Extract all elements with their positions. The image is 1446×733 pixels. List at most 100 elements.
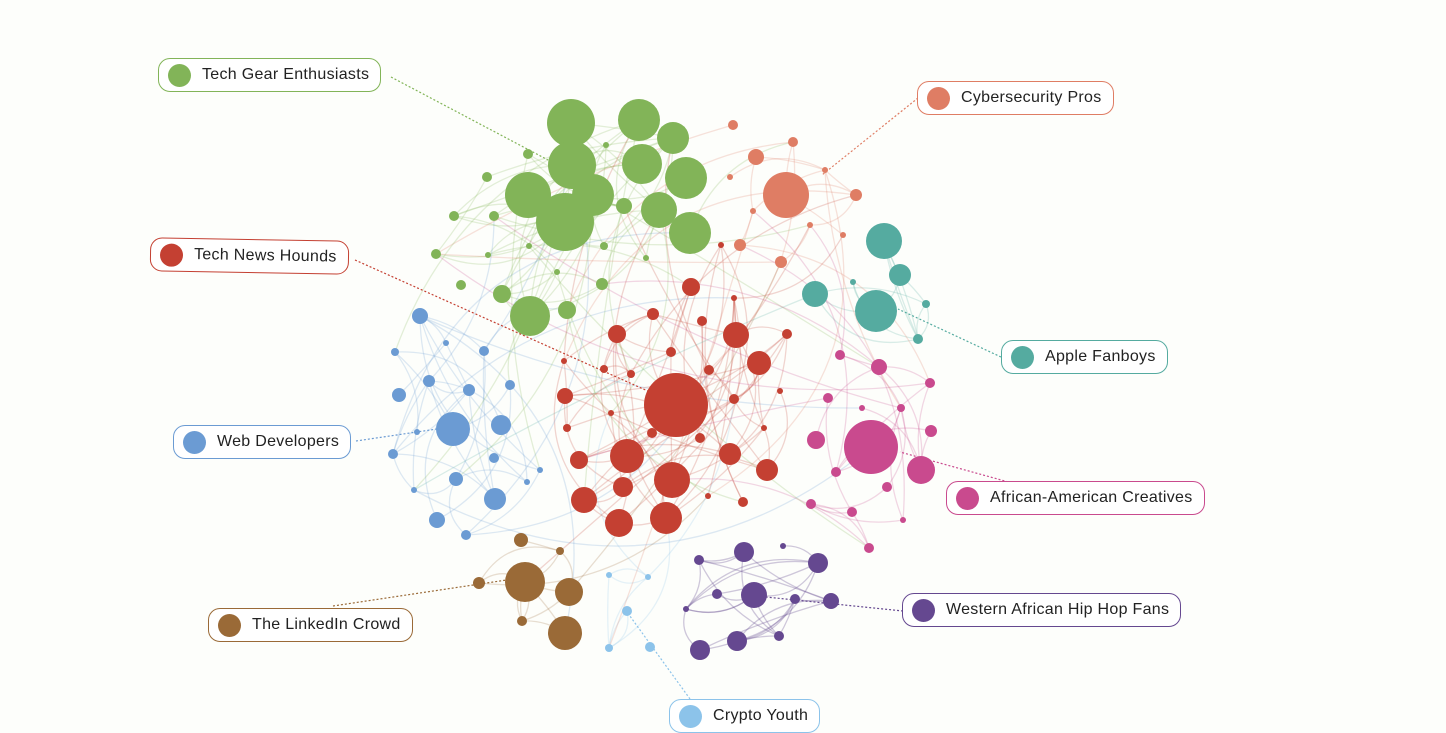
node-red[interactable] (644, 373, 708, 437)
node-salmon[interactable] (728, 120, 738, 130)
node-blue[interactable] (537, 467, 543, 473)
node-purple[interactable] (727, 631, 747, 651)
community-label-apple-fanboys[interactable]: Apple Fanboys (1001, 340, 1168, 374)
node-salmon[interactable] (750, 208, 756, 214)
node-red[interactable] (613, 477, 633, 497)
node-lightblue[interactable] (606, 572, 612, 578)
node-teal[interactable] (913, 334, 923, 344)
node-blue[interactable] (392, 388, 406, 402)
node-red[interactable] (782, 329, 792, 339)
node-salmon[interactable] (850, 189, 862, 201)
node-brown[interactable] (555, 578, 583, 606)
node-green[interactable] (536, 193, 594, 251)
node-pink[interactable] (831, 467, 841, 477)
node-blue[interactable] (461, 530, 471, 540)
node-salmon[interactable] (734, 239, 746, 251)
node-green[interactable] (600, 242, 608, 250)
node-salmon[interactable] (763, 172, 809, 218)
node-pink[interactable] (847, 507, 857, 517)
node-green[interactable] (641, 192, 677, 228)
node-green[interactable] (603, 142, 609, 148)
node-green[interactable] (431, 249, 441, 259)
node-pink[interactable] (864, 543, 874, 553)
node-pink[interactable] (823, 393, 833, 403)
node-green[interactable] (456, 280, 466, 290)
node-red[interactable] (571, 487, 597, 513)
node-red[interactable] (738, 497, 748, 507)
node-red[interactable] (731, 295, 737, 301)
community-label-crypto-youth[interactable]: Crypto Youth (669, 699, 821, 733)
node-purple[interactable] (712, 589, 722, 599)
node-green[interactable] (669, 212, 711, 254)
node-green[interactable] (493, 285, 511, 303)
node-blue[interactable] (443, 340, 449, 346)
node-red[interactable] (761, 425, 767, 431)
node-purple[interactable] (790, 594, 800, 604)
node-lightblue[interactable] (622, 606, 632, 616)
node-green[interactable] (485, 252, 491, 258)
node-red[interactable] (719, 443, 741, 465)
node-brown[interactable] (473, 577, 485, 589)
community-label-tech-news-hounds[interactable]: Tech News Hounds (149, 237, 349, 275)
node-lightblue[interactable] (645, 574, 651, 580)
node-blue[interactable] (391, 348, 399, 356)
node-blue[interactable] (449, 472, 463, 486)
node-blue[interactable] (489, 453, 499, 463)
node-red[interactable] (756, 459, 778, 481)
node-red[interactable] (666, 347, 676, 357)
node-blue[interactable] (429, 512, 445, 528)
node-green[interactable] (616, 198, 632, 214)
node-red[interactable] (605, 509, 633, 537)
node-pink[interactable] (859, 405, 865, 411)
node-pink[interactable] (806, 499, 816, 509)
community-label-cybersecurity-pros[interactable]: Cybersecurity Pros (917, 81, 1114, 115)
node-teal[interactable] (850, 279, 856, 285)
node-red[interactable] (650, 502, 682, 534)
node-blue[interactable] (463, 384, 475, 396)
node-red[interactable] (682, 278, 700, 296)
node-blue[interactable] (436, 412, 470, 446)
node-salmon[interactable] (727, 174, 733, 180)
node-purple[interactable] (694, 555, 704, 565)
node-green[interactable] (526, 243, 532, 249)
node-salmon[interactable] (840, 232, 846, 238)
node-brown[interactable] (556, 547, 564, 555)
node-teal[interactable] (802, 281, 828, 307)
node-salmon[interactable] (822, 167, 828, 173)
node-green[interactable] (622, 144, 662, 184)
node-teal[interactable] (889, 264, 911, 286)
node-blue[interactable] (423, 375, 435, 387)
node-red[interactable] (695, 433, 705, 443)
node-pink[interactable] (925, 378, 935, 388)
node-purple[interactable] (774, 631, 784, 641)
node-red[interactable] (704, 365, 714, 375)
node-pink[interactable] (897, 404, 905, 412)
node-green[interactable] (505, 172, 551, 218)
node-red[interactable] (570, 451, 588, 469)
community-label-western-african-hip-hop-fans[interactable]: Western African Hip Hop Fans (902, 593, 1182, 627)
node-pink[interactable] (900, 517, 906, 523)
node-green[interactable] (657, 122, 689, 154)
node-green[interactable] (596, 278, 608, 290)
node-pink[interactable] (925, 425, 937, 437)
node-red[interactable] (610, 439, 644, 473)
node-green[interactable] (547, 99, 595, 147)
node-green[interactable] (558, 301, 576, 319)
node-brown[interactable] (548, 616, 582, 650)
node-red[interactable] (654, 462, 690, 498)
node-pink[interactable] (907, 456, 935, 484)
node-green[interactable] (643, 255, 649, 261)
node-pink[interactable] (844, 420, 898, 474)
node-teal[interactable] (855, 290, 897, 332)
node-red[interactable] (697, 316, 707, 326)
node-teal[interactable] (866, 223, 902, 259)
node-salmon[interactable] (807, 222, 813, 228)
node-red[interactable] (627, 370, 635, 378)
node-green[interactable] (449, 211, 459, 221)
node-brown[interactable] (514, 533, 528, 547)
node-blue[interactable] (484, 488, 506, 510)
community-label-african-american-creatives[interactable]: African-American Creatives (946, 481, 1205, 515)
community-label-tech-gear-enthusiasts[interactable]: Tech Gear Enthusiasts (158, 58, 382, 92)
node-brown[interactable] (517, 616, 527, 626)
node-green[interactable] (489, 211, 499, 221)
